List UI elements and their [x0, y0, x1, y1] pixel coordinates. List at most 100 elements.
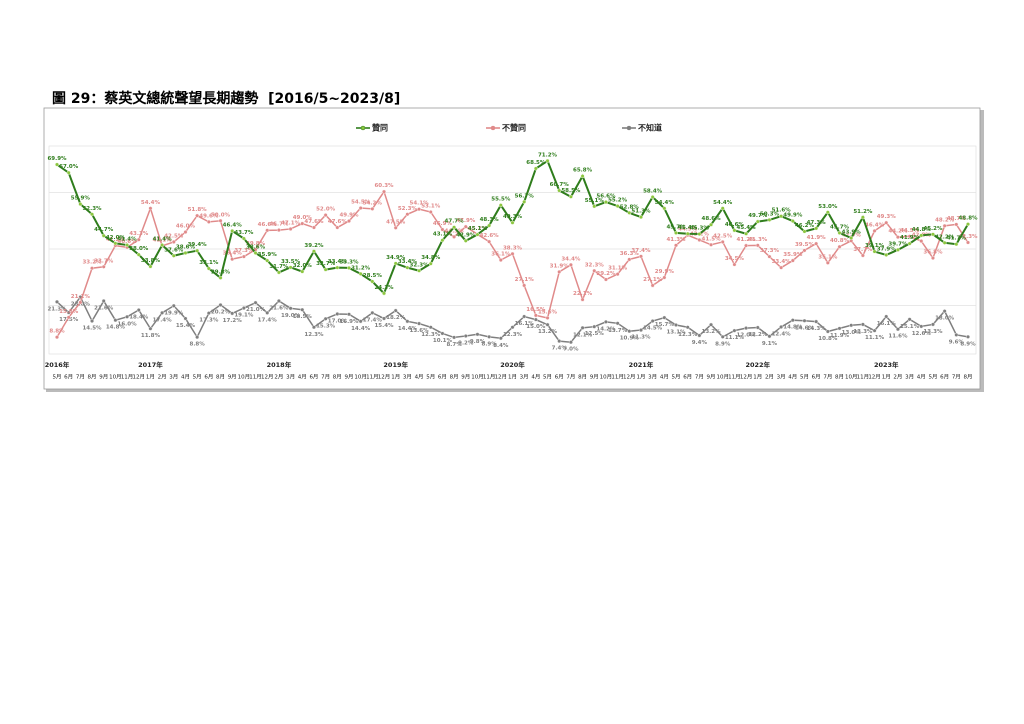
data-point	[907, 317, 912, 322]
data-point	[55, 299, 60, 304]
data-label: 38.0%	[129, 246, 149, 252]
data-label: 60.3%	[374, 183, 394, 189]
x-tick-label: 4月	[415, 374, 424, 381]
data-point	[860, 322, 865, 327]
data-point	[860, 253, 865, 258]
data-label: 45.3%	[690, 226, 710, 232]
data-label: 69.9%	[47, 156, 67, 162]
data-point	[674, 230, 679, 235]
data-point	[475, 332, 480, 337]
data-label: 29.8%	[211, 269, 231, 275]
data-label: 9.1%	[762, 341, 778, 347]
data-label: 35.9%	[783, 252, 803, 258]
data-label: 22.1%	[573, 291, 593, 297]
x-tick-label: 2月	[765, 374, 774, 381]
data-label: 52.3%	[82, 206, 102, 212]
data-point	[802, 248, 807, 253]
data-point	[276, 298, 281, 303]
x-tick-label: 1月	[882, 374, 891, 381]
data-label: 18.0%	[935, 316, 955, 322]
data-label: 45.7%	[666, 224, 686, 230]
data-point	[907, 234, 912, 239]
data-point	[113, 318, 118, 323]
data-point	[580, 325, 585, 330]
data-point	[230, 257, 235, 262]
x-tick-label: 10月	[716, 374, 729, 381]
data-point	[218, 275, 223, 280]
x-tick-label: 3月	[648, 374, 657, 381]
data-point	[300, 307, 305, 312]
data-point	[78, 202, 83, 207]
x-tick-label: 9月	[228, 374, 237, 381]
data-point	[919, 324, 924, 329]
data-label: 41.9%	[900, 235, 920, 241]
data-label: 33.1%	[199, 260, 219, 266]
data-point	[230, 228, 235, 233]
data-label: 11.9%	[830, 333, 850, 339]
data-point	[136, 308, 141, 313]
data-label: 34.9%	[386, 255, 406, 261]
x-tick-label: 3月	[169, 374, 178, 381]
data-label: 36.8%	[923, 250, 943, 256]
data-point	[755, 219, 760, 224]
data-point	[370, 206, 375, 211]
x-tick-label: 11月	[483, 374, 496, 381]
x-tick-label: 8月	[88, 374, 97, 381]
data-label: 37.3%	[760, 248, 780, 254]
data-point	[90, 266, 95, 271]
data-label: 39.5%	[795, 242, 815, 248]
data-label: 15.7%	[655, 322, 675, 328]
data-point	[592, 268, 597, 273]
data-point	[755, 325, 760, 330]
data-point	[498, 258, 503, 263]
data-label: 14.5%	[643, 326, 663, 332]
data-label: 38.6%	[246, 244, 266, 250]
data-label: 31.9%	[550, 263, 570, 269]
data-point	[802, 229, 807, 234]
data-point	[218, 302, 223, 307]
data-point	[755, 243, 760, 248]
data-point	[685, 231, 690, 236]
data-point	[615, 272, 620, 277]
data-label: 49.9%	[339, 213, 359, 219]
data-label: 17.4%	[258, 317, 278, 323]
data-label: 65.8%	[573, 168, 593, 174]
x-tick-label: 6月	[812, 374, 821, 381]
data-point	[522, 283, 527, 288]
data-label: 38.3%	[503, 245, 523, 251]
data-label: 34.8%	[421, 255, 441, 261]
data-label: 35.1%	[818, 254, 838, 260]
data-label: 37.4%	[631, 248, 651, 254]
data-point	[954, 242, 959, 247]
data-label: 48.2%	[935, 217, 955, 223]
data-label: 52.3%	[398, 206, 418, 212]
data-point	[685, 325, 690, 330]
data-label: 36.3%	[620, 251, 640, 257]
data-point	[557, 269, 562, 274]
data-label: 42.3%	[958, 234, 978, 240]
data-label: 21.0%	[246, 307, 266, 313]
data-label: 47.5%	[386, 219, 406, 225]
data-label: 32.3%	[410, 262, 430, 268]
data-label: 11.3%	[631, 335, 651, 341]
data-point	[487, 334, 492, 339]
x-tick-label: 4月	[298, 374, 307, 381]
data-point	[265, 258, 270, 263]
data-label: 7.0%	[563, 347, 579, 353]
data-point	[638, 215, 643, 220]
data-label: 33.5%	[281, 259, 301, 265]
data-label: 21.6%	[269, 305, 289, 311]
x-tick-label: 9月	[590, 374, 599, 381]
data-point	[709, 322, 714, 327]
data-point	[125, 243, 130, 248]
data-point	[440, 331, 445, 336]
x-tick-label: 12月	[868, 374, 881, 381]
data-point	[136, 237, 141, 242]
data-label: 16.9%	[339, 319, 359, 325]
data-label: 7.4%	[552, 346, 568, 352]
data-label: 12.4%	[772, 331, 792, 337]
data-point	[405, 212, 410, 217]
data-point	[335, 311, 340, 316]
data-label: 29.2%	[596, 271, 616, 277]
data-point	[510, 220, 515, 225]
